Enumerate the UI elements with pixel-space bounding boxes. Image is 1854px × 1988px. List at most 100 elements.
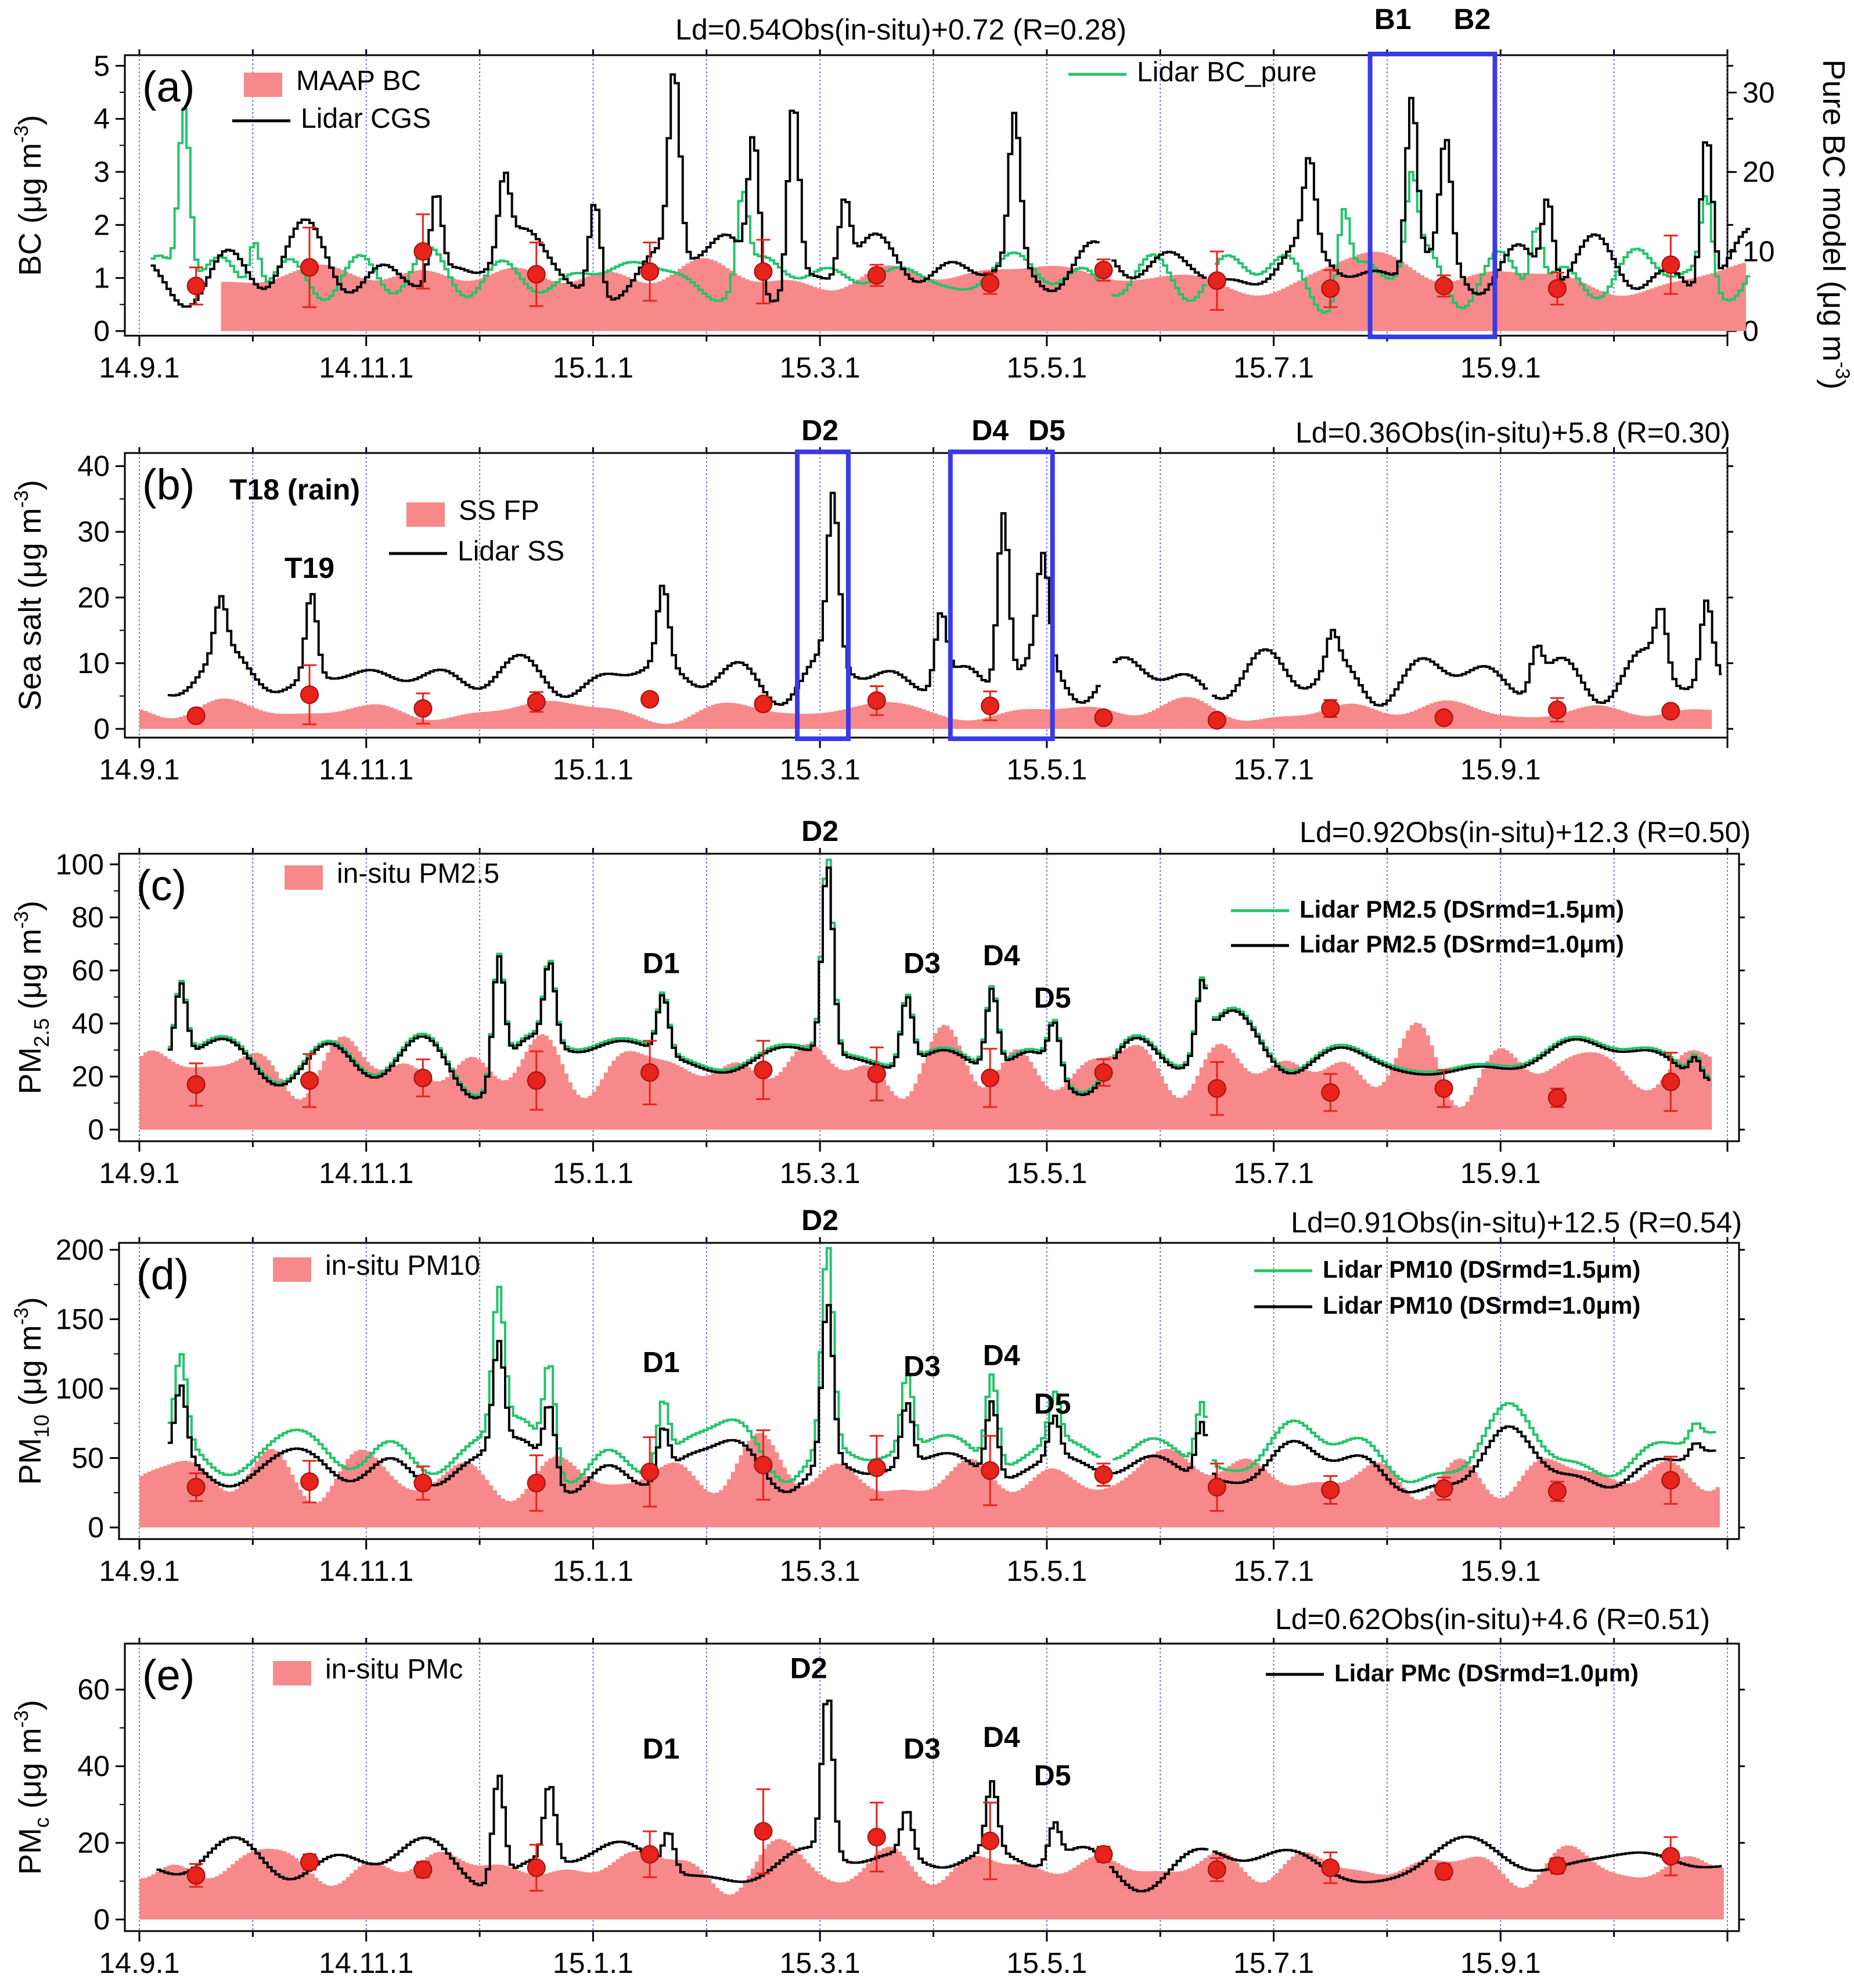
insitu-bar (1104, 1857, 1108, 1919)
insitu-bar (615, 1056, 620, 1130)
insitu-bar (1568, 1468, 1573, 1527)
insitu-bar (870, 1067, 874, 1130)
insitu-bar (1380, 252, 1385, 331)
insitu-bar (996, 1484, 1002, 1527)
insitu-bar (1032, 1068, 1037, 1130)
insitu-bar (1676, 710, 1680, 729)
insitu-bar (385, 1867, 390, 1919)
insitu-bar (1277, 290, 1281, 331)
insitu-bar (1245, 294, 1250, 331)
insitu-bar (1385, 713, 1391, 729)
insitu-bar (1572, 1055, 1577, 1130)
insitu-bar (1682, 279, 1687, 331)
insitu-bar (814, 1478, 819, 1527)
insitu-bar (514, 267, 520, 331)
insitu-bar (669, 274, 674, 331)
monthly-mean-marker (867, 266, 886, 285)
insitu-bar (639, 1851, 644, 1919)
insitu-bar (562, 283, 567, 331)
insitu-bar (1434, 1486, 1438, 1527)
insitu-bar (1705, 274, 1711, 331)
insitu-bar (834, 711, 838, 729)
insitu-bar (433, 720, 438, 729)
insitu-bar (1513, 1885, 1518, 1919)
insitu-bar (1648, 1090, 1653, 1130)
insitu-bar (916, 274, 920, 331)
insitu-bar (758, 1433, 764, 1527)
insitu-bar (1119, 1051, 1125, 1130)
insitu-bar (358, 1866, 362, 1919)
insitu-bar (508, 1501, 513, 1527)
regression-equation: Ld=0.36Obs(in-situ)+5.8 (R=0.30) (1295, 416, 1730, 449)
insitu-bar (1354, 1070, 1359, 1130)
insitu-bar (250, 1053, 255, 1130)
insitu-bar (1024, 1484, 1029, 1527)
insitu-bar (615, 710, 620, 729)
insitu-bar (1452, 281, 1456, 331)
insitu-bar (469, 1464, 473, 1527)
monthly-mean-marker (413, 1068, 433, 1087)
monthly-mean-marker (527, 1858, 546, 1877)
insitu-bar (782, 1067, 787, 1130)
y-tick-label: 10 (77, 647, 110, 680)
insitu-bar (1628, 1876, 1633, 1919)
insitu-bar (1691, 1482, 1696, 1527)
insitu-bar (1146, 278, 1151, 331)
insitu-bar (1435, 282, 1441, 331)
insitu-bar (1382, 1874, 1387, 1919)
insitu-bar (638, 282, 643, 331)
insitu-bar (1658, 286, 1663, 331)
insitu-bar (848, 285, 853, 331)
insitu-bar (1370, 1463, 1375, 1527)
insitu-bar (1316, 271, 1322, 331)
insitu-bar (1203, 703, 1208, 729)
insitu-bar (334, 1040, 339, 1130)
insitu-bar (1499, 271, 1504, 331)
insitu-bar (1052, 1468, 1057, 1527)
insitu-bar (330, 1886, 334, 1919)
insitu-bar (873, 1854, 879, 1919)
insitu-bar (1275, 1063, 1279, 1130)
insitu-bar (679, 1464, 684, 1527)
insitu-bar (330, 712, 334, 729)
insitu-bar (377, 704, 382, 729)
insitu-bar (266, 1449, 271, 1527)
insitu-bar (242, 1056, 247, 1130)
insitu-bar (1175, 1452, 1180, 1527)
insitu-bar (262, 1849, 267, 1919)
insitu-bar (421, 1074, 426, 1130)
insitu-bar (1459, 279, 1464, 331)
y-tick-label: 50 (71, 1441, 104, 1474)
insitu-bar (1547, 274, 1551, 331)
insitu-bar (365, 704, 370, 729)
insitu-bar (679, 1067, 684, 1130)
insitu-bar (1703, 1490, 1708, 1527)
insitu-bar (1231, 1463, 1236, 1527)
insitu-bar (484, 1865, 489, 1919)
insitu-bar (1270, 717, 1276, 729)
monthly-mean-marker (1661, 1072, 1680, 1091)
insitu-bar (1604, 1476, 1609, 1527)
insitu-bar (385, 1471, 390, 1527)
insitu-bar (790, 1056, 795, 1130)
insitu-bar (598, 272, 603, 331)
insitu-bar (484, 1067, 489, 1130)
insitu-bar (1225, 287, 1230, 331)
insitu-bar (1287, 1860, 1291, 1919)
insitu-bar (1664, 1867, 1669, 1919)
insitu-bar (1266, 718, 1272, 729)
x-tick-label: 15.3.1 (780, 1555, 861, 1587)
y-label-rest: (μg m (13, 929, 48, 1018)
insitu-bar (190, 1872, 196, 1919)
insitu-bar (334, 1478, 339, 1527)
insitu-bar (143, 1473, 148, 1527)
insitu-bar (1024, 1865, 1029, 1919)
insitu-bar (214, 1066, 219, 1130)
insitu-bar (1540, 717, 1546, 729)
monthly-mean-marker (1321, 1858, 1340, 1877)
insitu-bar (1400, 261, 1405, 331)
insitu-bar (1640, 1089, 1645, 1130)
insitu-bar (1616, 709, 1621, 729)
insitu-bar (643, 1852, 648, 1919)
insitu-bar (1092, 1856, 1097, 1919)
